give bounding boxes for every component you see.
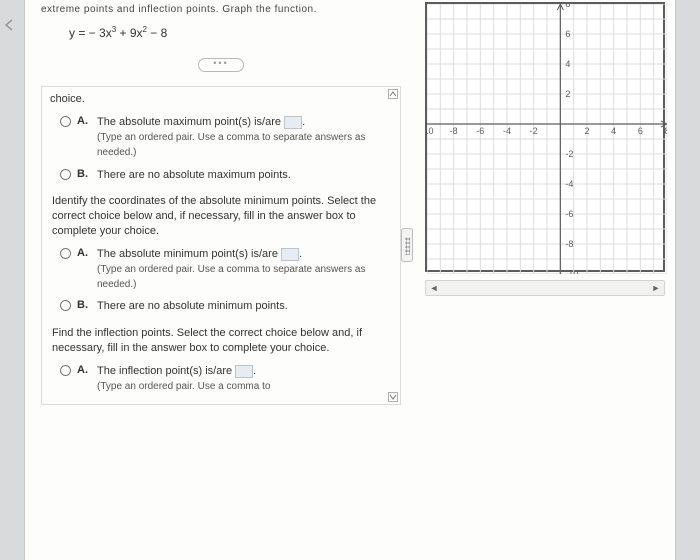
max-radio-a[interactable] — [60, 116, 71, 127]
svg-text:-2: -2 — [565, 149, 573, 159]
min-a-blank[interactable] — [281, 248, 299, 261]
min-b-text: There are no absolute minimum points. — [97, 299, 384, 314]
max-radio-b[interactable] — [60, 169, 71, 180]
svg-text:2: 2 — [584, 126, 589, 136]
graph-panel: -10 -8 -6 -4 -2 2 4 6 8 8 6 4 2 -2 -4 -6 -8 -10 ◄ ► — [425, 2, 665, 296]
min-radio-b[interactable] — [60, 300, 71, 311]
svg-text:-4: -4 — [565, 179, 573, 189]
max-b-text: There are no absolute maximum points. — [97, 168, 384, 183]
inflect-a-text: The inflection point(s) is/are — [97, 365, 235, 377]
collapse-left-icon[interactable] — [2, 18, 16, 32]
question-column: extreme points and inflection points. Gr… — [41, 4, 401, 405]
scroll-down-icon[interactable] — [388, 392, 398, 402]
choice-label: choice. — [50, 93, 384, 105]
expand-icon[interactable] — [198, 58, 244, 72]
coordinate-graph[interactable]: -10 -8 -6 -4 -2 2 4 6 8 8 6 4 2 -2 -4 -6 -8 -10 — [425, 2, 665, 272]
svg-text:-8: -8 — [565, 239, 573, 249]
svg-text:6: 6 — [565, 29, 570, 39]
svg-text:-6: -6 — [476, 126, 484, 136]
inflect-intro: Find the inflection points. Select the c… — [52, 326, 382, 356]
inflect-a-hint: (Type an ordered pair. Use a comma to — [97, 381, 270, 392]
svg-text:-10: -10 — [565, 269, 578, 274]
max-a-blank[interactable] — [284, 116, 302, 129]
inflect-a-blank[interactable] — [235, 365, 253, 378]
min-radio-a[interactable] — [60, 248, 71, 259]
svg-text:6: 6 — [638, 126, 643, 136]
header-cropped-text: extreme points and inflection points. Gr… — [41, 4, 401, 15]
max-option-a[interactable]: A. The absolute maximum point(s) is/are … — [60, 115, 384, 160]
svg-text:-8: -8 — [450, 126, 458, 136]
inflect-radio-a[interactable] — [60, 365, 71, 376]
max-option-b[interactable]: B. There are no absolute maximum points. — [60, 168, 384, 183]
scroll-left-icon[interactable]: ◄ — [428, 282, 440, 294]
svg-text:8: 8 — [565, 4, 570, 9]
equation: y = − 3x3 + 9x2 − 8 — [69, 25, 401, 40]
resize-handle-icon[interactable] — [401, 228, 413, 262]
max-a-text: The absolute maximum point(s) is/are — [97, 116, 284, 128]
svg-text:-6: -6 — [565, 209, 573, 219]
min-option-a[interactable]: A. The absolute minimum point(s) is/are … — [60, 247, 384, 292]
page: extreme points and inflection points. Gr… — [24, 0, 676, 560]
svg-text:-10: -10 — [427, 126, 434, 136]
scroll-right-icon[interactable]: ► — [650, 282, 662, 294]
svg-text:2: 2 — [565, 89, 570, 99]
svg-text:4: 4 — [611, 126, 616, 136]
svg-text:8: 8 — [664, 126, 667, 136]
min-a-text: The absolute minimum point(s) is/are — [97, 248, 281, 260]
max-a-hint: (Type an ordered pair. Use a comma to se… — [97, 132, 365, 158]
min-intro: Identify the coordinates of the absolute… — [52, 194, 382, 239]
scroll-up-icon[interactable] — [388, 89, 398, 99]
inflect-option-a[interactable]: A. The inflection point(s) is/are . (Typ… — [60, 364, 384, 394]
min-a-hint: (Type an ordered pair. Use a comma to se… — [97, 264, 365, 290]
graph-svg: -10 -8 -6 -4 -2 2 4 6 8 8 6 4 2 -2 -4 -6 -8 -10 — [427, 4, 667, 274]
answer-scroll-area: choice. A. The absolute maximum point(s)… — [41, 86, 401, 405]
svg-text:4: 4 — [565, 59, 570, 69]
svg-text:-2: -2 — [530, 126, 538, 136]
svg-text:-4: -4 — [503, 126, 511, 136]
min-option-b[interactable]: B. There are no absolute minimum points. — [60, 299, 384, 314]
graph-hscrollbar[interactable]: ◄ ► — [425, 280, 665, 296]
